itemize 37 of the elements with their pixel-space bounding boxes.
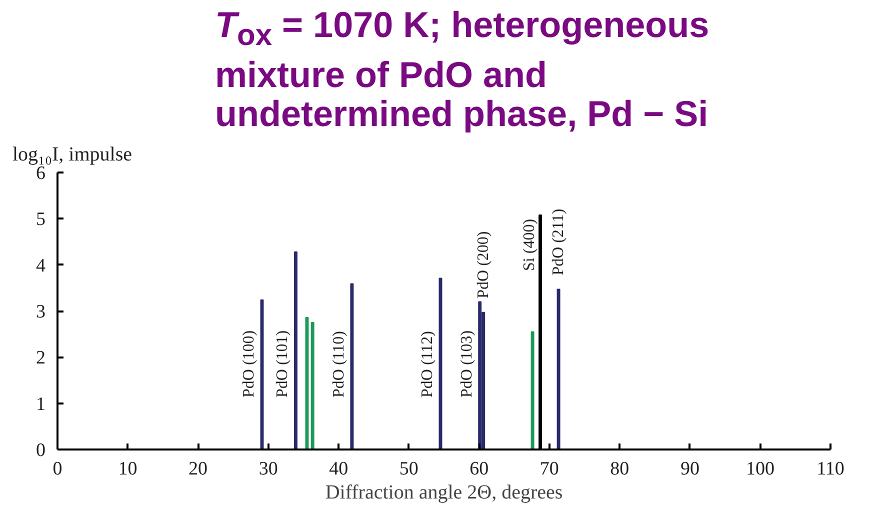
x-tick-label: 40 — [329, 458, 348, 480]
y-axis-title: log₁₀I, impulse — [12, 144, 132, 166]
x-axis-title: Diffraction angle 2Θ, degrees — [325, 482, 563, 504]
x-tick-label: 60 — [470, 458, 489, 480]
annotation: PdO (112) — [418, 330, 436, 398]
annotation: PdO (110) — [330, 330, 348, 398]
x-tick-label: 100 — [746, 458, 774, 480]
bar — [556, 288, 560, 450]
annotation: PdO (100) — [240, 330, 258, 398]
annotation: PdO (211) — [550, 208, 568, 276]
y-tick-label: 6 — [36, 163, 46, 184]
y-tick-label: 0 — [36, 440, 46, 461]
bar — [350, 283, 354, 450]
bar — [305, 316, 309, 450]
bar — [294, 251, 298, 450]
x-tick-label: 50 — [399, 458, 418, 480]
y-tick-label: 4 — [36, 255, 46, 276]
x-tick-label: 20 — [188, 458, 208, 480]
annotation: PdO (103) — [458, 330, 476, 398]
x-tick-label: 90 — [680, 458, 700, 480]
x-tick-label: 10 — [118, 458, 138, 480]
annotation: Si (400) — [520, 218, 538, 271]
x-tick-label: 110 — [816, 458, 844, 480]
x-tick-label: 0 — [52, 458, 62, 480]
y-tick-label: 5 — [36, 209, 46, 230]
annotation: PdO (200) — [474, 231, 492, 298]
chart-title: T$_{ox}$ = 1070 K; heterogeneous mixture of PdO and undetermined phase, Pd − Si — [215, 4, 710, 134]
annotation: PdO (101) — [274, 330, 292, 398]
x-tick-label: 30 — [258, 458, 278, 480]
x-tick-label: 80 — [610, 458, 630, 480]
bar — [310, 322, 314, 450]
y-tick-label: 2 — [36, 348, 46, 369]
bar — [478, 301, 482, 450]
x-tick-label: 70 — [540, 458, 559, 480]
bar — [530, 331, 534, 450]
y-tick-label: 3 — [36, 302, 46, 322]
y-tick-label: 1 — [36, 394, 46, 415]
